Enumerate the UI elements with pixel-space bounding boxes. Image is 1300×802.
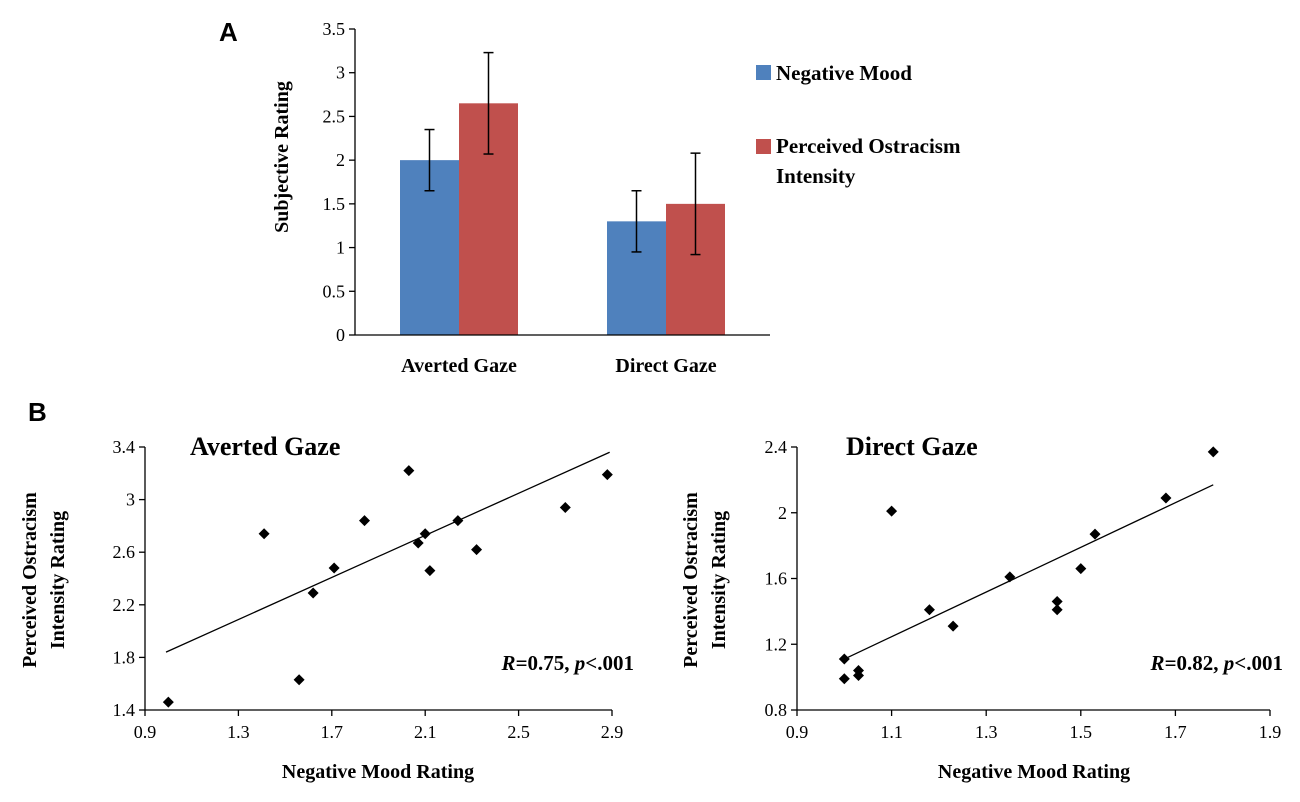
direct-p-symbol: p <box>1222 651 1235 675</box>
averted-y-tick-label: 3.4 <box>113 437 136 457</box>
direct-y-tick-label: 2 <box>778 503 787 523</box>
averted-fit-line <box>165 451 610 653</box>
averted-x-tick-label: 0.9 <box>134 722 157 742</box>
legend: Negative Mood Perceived Ostracism Intens… <box>756 61 961 188</box>
direct-x-tick-label: 1.1 <box>880 722 903 742</box>
bar-y-tick-label: 0 <box>336 325 345 345</box>
bar-category-label: Direct Gaze <box>615 355 716 377</box>
bar-bars <box>400 103 725 335</box>
legend-label-ostracism: Intensity <box>776 164 856 188</box>
bar-y-tick-label: 0.5 <box>323 281 346 301</box>
direct-points <box>838 446 1219 685</box>
direct-fit-line <box>844 484 1214 660</box>
averted-point <box>424 565 436 577</box>
averted-point <box>403 465 415 477</box>
averted-correlation-stat: R=0.75, p<.001 <box>501 651 634 675</box>
averted-point <box>307 587 319 599</box>
bar-error-bars <box>424 51 701 256</box>
direct-point <box>1075 563 1087 575</box>
direct-y-axis-title: Perceived Ostracism <box>680 492 702 668</box>
bar-y-tick-label: 1 <box>336 238 345 258</box>
averted-point <box>559 501 571 513</box>
bar-y-tick-label: 1.5 <box>323 194 346 214</box>
bar-y-tick-label: 3 <box>336 63 345 83</box>
averted-r-value: =0.75, <box>516 651 575 675</box>
averted-y-tick-label: 2.6 <box>113 542 136 562</box>
direct-point <box>1160 492 1172 504</box>
averted-x-tick-label: 1.7 <box>321 722 344 742</box>
bar-y-tick-label: 3.5 <box>323 19 346 39</box>
direct-x-tick-label: 1.9 <box>1259 722 1282 742</box>
averted-y-axis-title: Perceived Ostracism <box>19 492 41 668</box>
bar-y-tick-label: 2 <box>336 150 345 170</box>
direct-r-value: =0.82, <box>1165 651 1224 675</box>
legend-label-negative-mood: Negative Mood <box>776 61 912 85</box>
averted-x-tick-label: 2.1 <box>414 722 437 742</box>
direct-point <box>1089 528 1101 540</box>
bar-y-tick-label: 2.5 <box>323 106 346 126</box>
averted-point <box>471 544 483 556</box>
direct-point <box>923 604 935 616</box>
averted-y-tick-label: 2.2 <box>113 595 136 615</box>
averted-point <box>258 528 270 540</box>
averted-p-value: <.001 <box>585 651 634 675</box>
averted-y-tick-label: 1.4 <box>113 700 136 720</box>
direct-y-tick-label: 2.4 <box>765 437 788 457</box>
direct-x-axis-title: Negative Mood Rating <box>938 761 1130 783</box>
averted-point <box>162 696 174 708</box>
direct-point <box>852 665 864 677</box>
bar-category-label: Averted Gaze <box>401 355 517 377</box>
direct-title: Direct Gaze <box>846 432 978 461</box>
direct-ticks: 0.8 1.2 1.6 2 2.4 0.9 1.1 1.3 1.5 1.7 1.9 <box>765 437 1282 742</box>
averted-y-axis-title: Intensity Rating <box>47 511 69 649</box>
averted-y-tick-label: 1.8 <box>113 647 136 667</box>
bar-y-axis-ticks: 0 0.5 1 1.5 2 2.5 3 3.5 <box>323 19 355 345</box>
averted-p-symbol: p <box>573 651 586 675</box>
direct-point <box>947 620 959 632</box>
panel-label-a: A <box>219 17 238 47</box>
direct-point <box>1207 446 1219 458</box>
direct-y-tick-label: 1.6 <box>765 569 788 589</box>
scatter-averted: 1.4 1.8 2.2 2.6 3 3.4 0.9 1.3 1.7 2.1 2.5 2.9 Avert… <box>19 432 634 783</box>
direct-x-tick-label: 1.3 <box>975 722 998 742</box>
averted-point <box>358 515 370 527</box>
panel-label-b: B <box>28 397 47 427</box>
averted-point <box>328 562 340 574</box>
direct-y-tick-label: 1.2 <box>765 634 788 654</box>
direct-correlation-stat: R=0.82, p<.001 <box>1150 651 1283 675</box>
legend-swatch-ostracism <box>756 139 771 154</box>
direct-x-tick-label: 1.7 <box>1164 722 1187 742</box>
legend-label-ostracism: Perceived Ostracism <box>776 134 961 158</box>
averted-x-tick-label: 2.9 <box>601 722 624 742</box>
direct-y-axis-title: Intensity Rating <box>708 511 730 649</box>
averted-x-tick-label: 2.5 <box>507 722 530 742</box>
direct-x-tick-label: 1.5 <box>1070 722 1093 742</box>
bar-y-axis-title: Subjective Rating <box>271 81 293 233</box>
direct-x-tick-label: 0.9 <box>786 722 809 742</box>
direct-point <box>1051 604 1063 616</box>
averted-point <box>601 469 613 481</box>
direct-point <box>1051 596 1063 608</box>
averted-r-symbol: R <box>501 651 516 675</box>
direct-point <box>838 673 850 685</box>
direct-r-symbol: R <box>1150 651 1165 675</box>
direct-y-tick-label: 0.8 <box>765 700 788 720</box>
averted-ticks: 1.4 1.8 2.2 2.6 3 3.4 0.9 1.3 1.7 2.1 2.5 2.9 <box>113 437 624 742</box>
averted-x-axis-title: Negative Mood Rating <box>282 761 474 783</box>
averted-x-tick-label: 1.3 <box>227 722 250 742</box>
direct-p-value: <.001 <box>1234 651 1283 675</box>
averted-y-tick-label: 3 <box>126 490 135 510</box>
bar-chart: 0 0.5 1 1.5 2 2.5 3 3.5 Subjective Rating Avert… <box>271 19 961 377</box>
scatter-direct: 0.8 1.2 1.6 2 2.4 0.9 1.1 1.3 1.5 1.7 1.9 Direct G… <box>680 432 1283 783</box>
averted-title: Averted Gaze <box>190 432 340 461</box>
legend-swatch-negative-mood <box>756 65 771 80</box>
direct-point <box>886 505 898 517</box>
averted-point <box>293 674 305 686</box>
